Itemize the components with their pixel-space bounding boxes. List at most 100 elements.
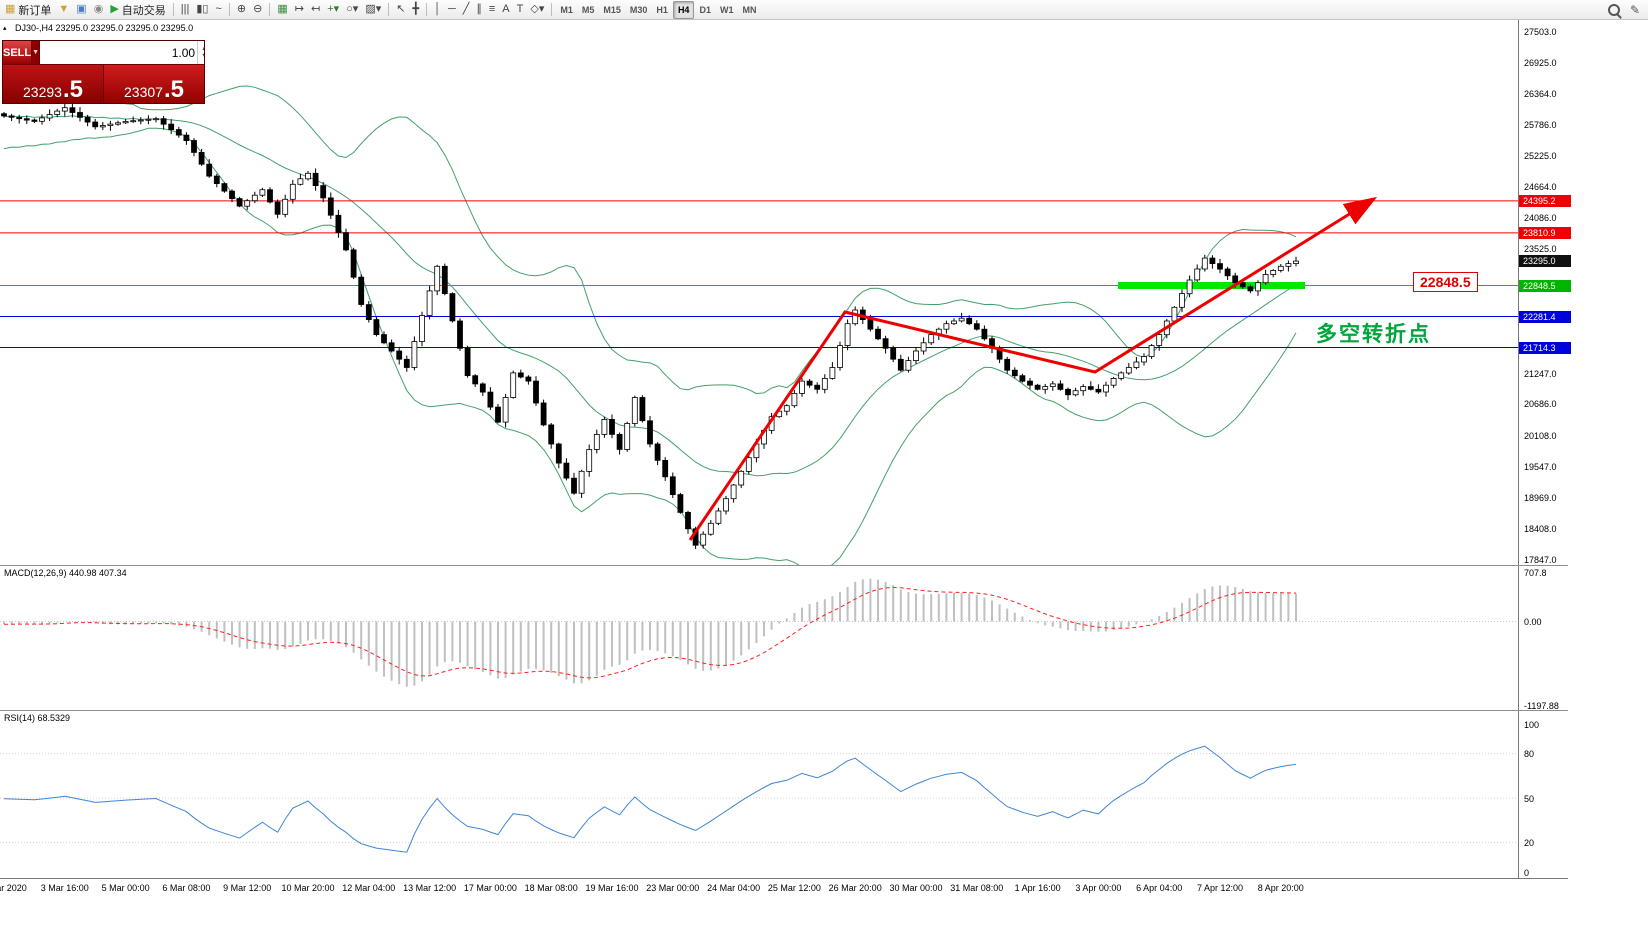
timeframe-w1-button[interactable]: W1 bbox=[719, 4, 734, 15]
volume-spinner: ▲ ▼ bbox=[197, 41, 204, 64]
zoom-in-button[interactable]: ⊕ bbox=[234, 2, 249, 18]
label-button[interactable]: T bbox=[514, 2, 527, 18]
timeframe-m30-button[interactable]: M30 bbox=[629, 4, 648, 15]
toolbar-separator bbox=[172, 3, 174, 16]
timeframe-d1-button[interactable]: D1 bbox=[699, 4, 711, 15]
shapes-icon: ◇▾ bbox=[530, 3, 545, 15]
zoom-out-button[interactable]: ⊖ bbox=[250, 2, 265, 18]
macd-panel-separator[interactable] bbox=[0, 565, 1568, 566]
search-icon[interactable] bbox=[1607, 3, 1620, 16]
rsi-header: RSI(14) 68.5329 bbox=[4, 713, 71, 723]
rsi-scale-label: 80 bbox=[1524, 749, 1535, 760]
crosshair-button[interactable]: ╋ bbox=[409, 2, 422, 18]
timeframe-m1-button[interactable]: M1 bbox=[560, 4, 573, 15]
charts-menu-button[interactable]: ▼ bbox=[55, 2, 72, 18]
cursor-button[interactable]: ↖ bbox=[393, 2, 408, 18]
bar-chart-button[interactable]: ||| bbox=[178, 2, 193, 18]
text-icon: A bbox=[502, 3, 510, 15]
line-chart-icon: ~ bbox=[215, 3, 222, 15]
time-axis-label: 12 Mar 04:00 bbox=[342, 883, 396, 893]
one-click-panel-toggle-icon[interactable]: ▴ bbox=[3, 25, 7, 32]
metaeditor-button[interactable]: ◉ bbox=[91, 2, 107, 18]
main-chart-canvas[interactable] bbox=[0, 18, 1518, 565]
periods-button[interactable]: ○▾ bbox=[343, 2, 361, 18]
price-callout-label[interactable]: 22848.5 bbox=[1413, 272, 1478, 292]
timeframe-m5-button[interactable]: M5 bbox=[581, 4, 595, 15]
rsi-scale-label: 100 bbox=[1524, 719, 1540, 730]
time-axis-label: 18 Mar 08:00 bbox=[524, 883, 578, 893]
label-icon: T bbox=[516, 3, 524, 15]
templates-button[interactable]: ▨▾ bbox=[362, 2, 384, 18]
auto-scroll-button[interactable]: ↦ bbox=[292, 2, 307, 18]
time-axis-label: 26 Mar 20:00 bbox=[828, 883, 882, 893]
grid-button[interactable]: ▦ bbox=[274, 2, 290, 18]
time-axis-label: 6 Mar 08:00 bbox=[162, 883, 211, 893]
candlestick-chart-button[interactable]: ▮▯ bbox=[193, 2, 211, 18]
line-chart-button[interactable]: ~ bbox=[212, 2, 224, 18]
indicators-button[interactable]: +▾ bbox=[324, 2, 342, 18]
sell-button[interactable]: SELL bbox=[3, 41, 32, 64]
timeframe-h1-button[interactable]: H1 bbox=[656, 4, 668, 15]
charts-menu-icon: ▼ bbox=[58, 3, 70, 15]
volume-field-wrap: ▲ ▼ bbox=[40, 41, 204, 64]
price-scale-label: 21247.0 bbox=[1524, 368, 1557, 379]
price-tag: 21714.3 bbox=[1519, 341, 1571, 354]
price-scale-label: 23525.0 bbox=[1524, 244, 1557, 254]
toolbar-separator bbox=[388, 3, 390, 16]
toolbar-separator bbox=[228, 3, 230, 16]
rsi-indicator-canvas[interactable] bbox=[0, 710, 1518, 878]
vertical-line-button[interactable]: │ bbox=[431, 2, 444, 18]
chart-shift-button[interactable]: ↤ bbox=[308, 2, 323, 18]
text-button[interactable]: A bbox=[499, 2, 512, 18]
price-scale-label: 26364.0 bbox=[1524, 88, 1557, 99]
trade-panel-top-row: SELL ▼ ▲ ▼ ▲ BUY bbox=[3, 41, 204, 65]
buy-price[interactable]: 23307.5 bbox=[104, 65, 204, 103]
price-axis[interactable]: 27503.0 26925.0 26364.0 25786.0 25225.0 24664… bbox=[1518, 18, 1583, 878]
channel-icon: ∥ bbox=[476, 3, 482, 15]
rsi-scale-label: 20 bbox=[1524, 837, 1535, 848]
time-axis-label: 3 Apr 00:00 bbox=[1075, 883, 1122, 893]
trade-panel-price-row: 23293.5 23307.5 bbox=[3, 65, 204, 103]
pencil-icon[interactable]: ✎ bbox=[1629, 2, 1640, 17]
shapes-button[interactable]: ◇▾ bbox=[527, 2, 547, 18]
time-axis-label: 23 Mar 00:00 bbox=[646, 883, 700, 893]
time-axis[interactable]: 2 Mar 2020 3 Mar 16:00 5 Mar 00:00 6 Mar 08… bbox=[0, 878, 1568, 899]
profiles-button[interactable]: ▣ bbox=[73, 2, 89, 18]
bar-chart-icon: ||| bbox=[180, 3, 190, 15]
toolbar-separator bbox=[269, 3, 271, 16]
time-axis-label: 19 Mar 16:00 bbox=[585, 883, 639, 893]
sell-price[interactable]: 23293.5 bbox=[3, 65, 104, 103]
trendline-button[interactable]: ╱ bbox=[460, 2, 473, 18]
time-axis-label: 3 Mar 16:00 bbox=[40, 883, 89, 893]
time-axis-label: 25 Mar 12:00 bbox=[767, 883, 821, 893]
price-tag: 23810.9 bbox=[1519, 226, 1571, 239]
toolbar-separator bbox=[426, 3, 428, 16]
toolbar-button-group: ▦ 新订单 ▼ ▣ ◉ ▶ 自动交易 ||| ▮▯ ~ ⊕ ⊖ ▦ ↦ ↤ +▾ ○▾ ▨▾ ↖ ╋ │ ─ ╱ ∥ ≡ A T ◇▾ bbox=[2, 2, 555, 18]
time-axis-label: 8 Apr 20:00 bbox=[1257, 883, 1304, 893]
one-click-trading-panel: SELL ▼ ▲ ▼ ▲ BUY 23293.5 23307.5 bbox=[2, 40, 205, 104]
volume-decrease-button[interactable]: ▼ bbox=[31, 41, 41, 64]
fibonacci-icon: ≡ bbox=[488, 3, 496, 15]
indicators-icon: +▾ bbox=[327, 3, 340, 15]
macd-scale-label: -1197.88 bbox=[1524, 700, 1559, 711]
horizontal-line-button[interactable]: ─ bbox=[445, 2, 459, 18]
volume-spin-up-icon[interactable]: ▲ bbox=[201, 46, 204, 53]
timeframe-m15-button[interactable]: M15 bbox=[603, 4, 621, 15]
toolbar-right-group: ✎ bbox=[1607, 2, 1648, 17]
macd-indicator-canvas[interactable] bbox=[0, 565, 1518, 710]
new-order-button[interactable]: ▦ 新订单 bbox=[2, 2, 54, 18]
autotrading-button[interactable]: ▶ 自动交易 bbox=[107, 2, 168, 18]
volume-input[interactable] bbox=[40, 41, 198, 64]
autotrading-icon: ▶ bbox=[110, 3, 119, 15]
fibonacci-button[interactable]: ≡ bbox=[486, 2, 498, 18]
timeframe-h4-button[interactable]: H4 bbox=[672, 0, 695, 19]
new-order-icon: ▦ bbox=[5, 3, 16, 15]
channel-button[interactable]: ∥ bbox=[473, 2, 485, 18]
rsi-panel-separator[interactable] bbox=[0, 710, 1568, 711]
timeframe-mn-button[interactable]: MN bbox=[742, 4, 757, 15]
macd-scale-label: 707.8 bbox=[1524, 567, 1547, 578]
price-scale-label: 24086.0 bbox=[1524, 213, 1557, 224]
time-axis-label: 5 Mar 00:00 bbox=[101, 883, 150, 893]
chart-shift-icon: ↤ bbox=[310, 3, 321, 15]
volume-spin-down-icon[interactable]: ▼ bbox=[201, 53, 204, 60]
